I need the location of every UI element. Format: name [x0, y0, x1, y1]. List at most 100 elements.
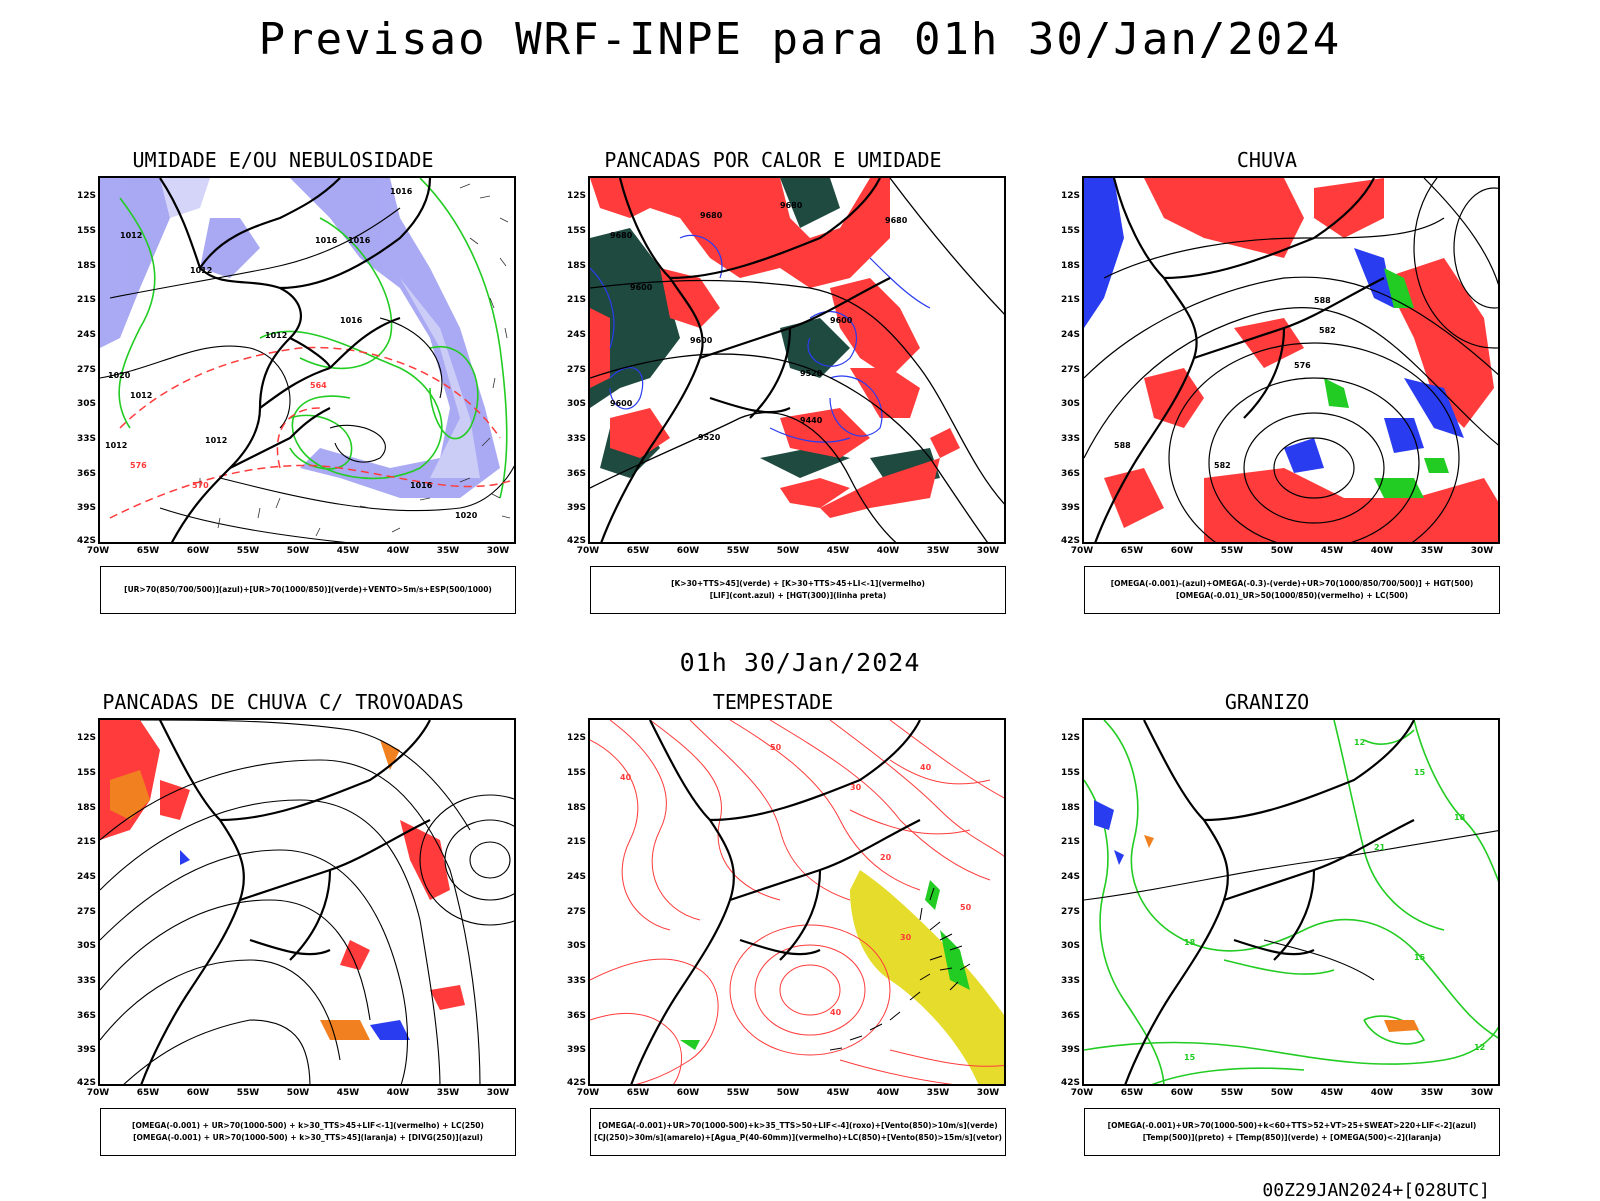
- contours-black-hgt300: [590, 178, 1004, 542]
- contours-blue-lif: [590, 234, 931, 443]
- contour-label: 582: [1214, 461, 1231, 470]
- contour-label: 15: [1414, 953, 1426, 962]
- lat-label: 24S: [76, 872, 96, 882]
- map-plot: 40 50 30 40 20 30 50 40: [590, 720, 1004, 1084]
- lat-label: 15S: [76, 768, 96, 778]
- contour-label: 1020: [455, 511, 478, 520]
- hgt-labels: 9680 9680 9680 9600 9600 9600 9520 9440 …: [610, 201, 908, 442]
- lon-label: 60W: [186, 546, 210, 556]
- contour-label: 12: [1354, 738, 1365, 747]
- contour-label: 1012: [265, 331, 287, 340]
- caption-line: [CJ(250)>30m/s](amarelo)+[Agua_P(40-60mm…: [594, 1133, 1002, 1142]
- panel-umidade: UMIDADE E/OU NEBULOSIDADE: [38, 148, 528, 636]
- lat-label: 12S: [76, 191, 96, 201]
- lon-label: 45W: [1320, 1088, 1344, 1098]
- lat-label: 42S: [76, 1078, 96, 1088]
- contours-black-pressure: [100, 207, 514, 542]
- contours-green-temp850: [1084, 720, 1498, 1084]
- contour-label: 50: [960, 903, 972, 912]
- lon-label: 30W: [1470, 546, 1494, 556]
- lat-label: 12S: [1060, 191, 1080, 201]
- map-plot: 588 582 576 588 582: [1084, 178, 1498, 542]
- map-frame: [98, 718, 516, 1086]
- lat-label: 21S: [1060, 295, 1080, 305]
- lat-label: 30S: [566, 399, 586, 409]
- contour-label: 570: [192, 481, 209, 490]
- lat-label: 24S: [76, 330, 96, 340]
- lat-label: 30S: [76, 941, 96, 951]
- contour-label: 1012: [105, 441, 127, 450]
- contour-label: 9520: [698, 433, 721, 442]
- lat-label: 36S: [566, 469, 586, 479]
- shading-pale-blue: [160, 178, 480, 478]
- lat-label: 42S: [566, 1078, 586, 1088]
- panel-title: PANCADAS DE CHUVA C/ TROVOADAS: [102, 690, 464, 714]
- lat-label: 12S: [76, 733, 96, 743]
- lon-label: 45W: [336, 546, 360, 556]
- lat-label: 33S: [1060, 976, 1080, 986]
- contour-label: 12: [1474, 1043, 1485, 1052]
- contour-label: 1016: [340, 316, 363, 325]
- mid-title: 01h 30/Jan/2024: [679, 648, 921, 677]
- lon-label: 35W: [436, 546, 460, 556]
- lat-label: 12S: [1060, 733, 1080, 743]
- contour-label: 40: [620, 773, 632, 782]
- contour-label: 30: [900, 933, 912, 942]
- panel-title: GRANIZO: [1224, 690, 1310, 714]
- lon-label: 40W: [1370, 546, 1394, 556]
- lon-label: 30W: [976, 546, 1000, 556]
- lat-label: 27S: [566, 907, 586, 917]
- shading-green-wind: [680, 880, 970, 1050]
- lon-label: 50W: [286, 1088, 310, 1098]
- lat-label: 42S: [1060, 1078, 1080, 1088]
- lon-label: 50W: [776, 1088, 800, 1098]
- contour-label: 40: [920, 763, 932, 772]
- panel-title: UMIDADE E/OU NEBULOSIDADE: [132, 148, 434, 172]
- contour-label: 1016: [315, 236, 338, 245]
- contours-black-temp500: [1084, 830, 1498, 981]
- lon-label: 70W: [576, 546, 600, 556]
- caption-line: [OMEGA(-0.001) + UR>70(1000-500) + k>30_…: [132, 1121, 484, 1130]
- contour-label: 15: [1414, 768, 1426, 777]
- shading-green-omega: [1324, 268, 1449, 498]
- shading-yellow-jet: [850, 870, 1004, 1084]
- contour-label: 18: [1454, 813, 1466, 822]
- lon-label: 35W: [436, 1088, 460, 1098]
- lat-label: 18S: [566, 261, 586, 271]
- lon-label: 65W: [626, 1088, 650, 1098]
- shading-blue-divergence: [180, 850, 410, 1040]
- map-frame: 12 15 18 21 18 15 12 15: [1082, 718, 1500, 1086]
- lat-label: 21S: [566, 295, 586, 305]
- contour-label: 1012: [205, 436, 227, 445]
- panel-pancadas-calor: PANCADAS POR CALOR E UMIDADE: [528, 148, 1018, 636]
- contour-label: 588: [1114, 441, 1131, 450]
- lat-label: 39S: [1060, 1045, 1080, 1055]
- lat-label: 18S: [566, 803, 586, 813]
- contour-label: 9440: [800, 416, 823, 425]
- map-borders: [1094, 178, 1385, 542]
- contour-label: 9680: [610, 231, 633, 240]
- contour-label: 1012: [130, 391, 152, 400]
- contour-label: 582: [1319, 326, 1336, 335]
- main-title: Previsao WRF-INPE para 01h 30/Jan/2024: [258, 14, 1342, 65]
- lat-label: 21S: [76, 837, 96, 847]
- lon-label: 40W: [386, 546, 410, 556]
- caption-line: [K>30+TTS>45](verde) + [K>30+TTS>45+LI<-…: [671, 579, 925, 588]
- contour-label: 576: [1294, 361, 1311, 370]
- contour-label: 9600: [830, 316, 853, 325]
- legend-caption: [OMEGA(-0.001) + UR>70(1000-500) + k>30_…: [100, 1108, 516, 1156]
- shading-red-li: [590, 178, 960, 518]
- contour-label: 1020: [108, 371, 131, 380]
- lon-label: 40W: [876, 546, 900, 556]
- footer-run-stamp: 00Z29JAN2024+[028UTC]: [1262, 1180, 1490, 1201]
- contour-label: 9680: [885, 216, 908, 225]
- lat-label: 27S: [566, 365, 586, 375]
- lat-label: 33S: [566, 434, 586, 444]
- lon-label: 50W: [1270, 546, 1294, 556]
- lat-label: 36S: [76, 1011, 96, 1021]
- contour-label: 40: [830, 1008, 842, 1017]
- map-borders: [600, 178, 891, 542]
- lon-label: 55W: [236, 546, 260, 556]
- lon-label: 50W: [1270, 1088, 1294, 1098]
- lat-label: 15S: [76, 226, 96, 236]
